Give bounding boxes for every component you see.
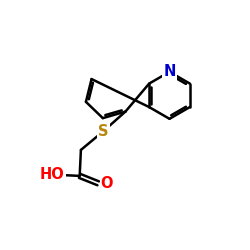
Text: O: O: [101, 176, 113, 191]
Text: N: N: [163, 64, 176, 79]
Text: S: S: [98, 124, 108, 139]
Text: HO: HO: [40, 167, 65, 182]
